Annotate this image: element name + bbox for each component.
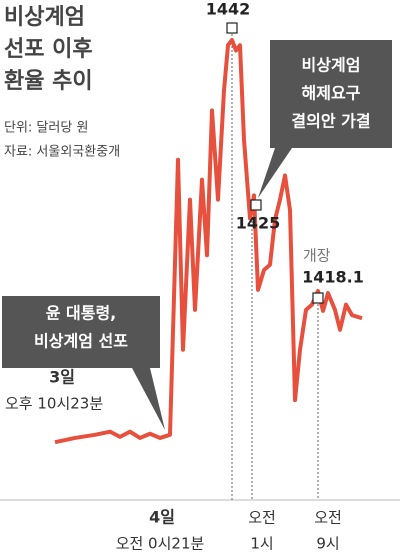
unit-note: 단위: 달러당 원: [4, 121, 88, 136]
value-label: 1418.1: [302, 268, 364, 287]
value-label: 1425: [236, 214, 281, 233]
callout-box: [2, 296, 165, 430]
callout-text: 결의안 가결: [291, 112, 370, 131]
time-label: 9시: [316, 535, 339, 553]
callout-box: [258, 40, 392, 198]
time-label: 오전: [314, 509, 342, 527]
callout-text: 해제요구: [302, 84, 361, 103]
open-label: 개장: [303, 247, 331, 265]
time-label: 오전: [248, 509, 276, 527]
title-line: 환율 추이: [4, 69, 93, 94]
value-marker: [312, 292, 324, 304]
day-label: 4일: [149, 508, 175, 527]
time-label: 오후 10시23분: [5, 395, 103, 413]
title-line: 비상계엄: [4, 5, 85, 30]
callout-text: 비상계엄 선포: [34, 332, 128, 351]
value-label: 1442: [206, 0, 251, 19]
time-label: 1시: [250, 535, 273, 553]
day-label: 3일: [49, 368, 75, 387]
source-note: 자료: 서울외국환중개: [4, 145, 120, 160]
value-marker: [226, 22, 238, 34]
value-marker: [250, 199, 262, 211]
title-line: 선포 이후: [4, 37, 93, 62]
callout-text: 윤 대통령,: [46, 304, 117, 323]
callout-text: 비상계엄: [302, 56, 361, 75]
time-label: 오전 0시21분: [116, 535, 205, 553]
